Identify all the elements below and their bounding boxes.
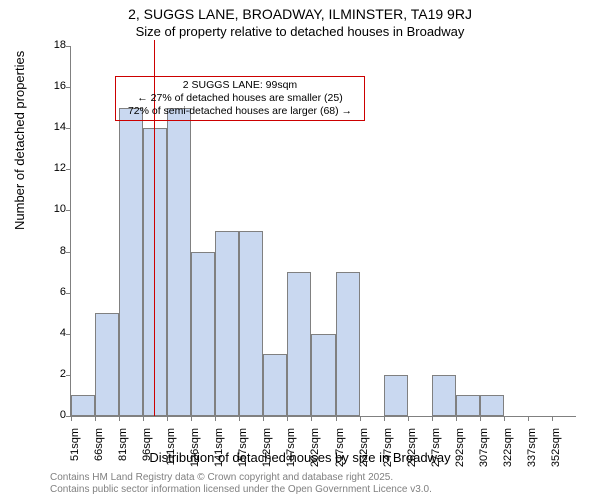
x-tick-mark bbox=[191, 416, 192, 421]
x-tick-mark bbox=[95, 416, 96, 421]
annotation-box: 2 SUGGS LANE: 99sqm← 27% of detached hou… bbox=[115, 76, 365, 121]
y-axis-label: Number of detached properties bbox=[12, 51, 27, 230]
chart-container: 2, SUGGS LANE, BROADWAY, ILMINSTER, TA19… bbox=[0, 0, 600, 500]
footer-line-1: Contains HM Land Registry data © Crown c… bbox=[50, 472, 432, 484]
histogram-bar bbox=[263, 354, 287, 416]
y-tick-mark bbox=[66, 375, 71, 376]
y-tick-label: 4 bbox=[36, 327, 66, 339]
x-tick-mark bbox=[456, 416, 457, 421]
x-tick-mark bbox=[263, 416, 264, 421]
x-tick-mark bbox=[143, 416, 144, 421]
x-tick-mark bbox=[360, 416, 361, 421]
y-tick-mark bbox=[66, 169, 71, 170]
y-tick-mark bbox=[66, 252, 71, 253]
histogram-bar bbox=[239, 231, 263, 416]
chart-title-1: 2, SUGGS LANE, BROADWAY, ILMINSTER, TA19… bbox=[0, 6, 600, 22]
x-tick-mark bbox=[528, 416, 529, 421]
x-tick-mark bbox=[287, 416, 288, 421]
x-tick-mark bbox=[336, 416, 337, 421]
histogram-bar bbox=[480, 395, 504, 416]
y-tick-label: 14 bbox=[36, 121, 66, 133]
x-axis-label: Distribution of detached houses by size … bbox=[0, 450, 600, 465]
y-tick-mark bbox=[66, 128, 71, 129]
y-tick-label: 18 bbox=[36, 39, 66, 51]
annotation-line-2: ← 27% of detached houses are smaller (25… bbox=[120, 92, 360, 105]
x-tick-mark bbox=[239, 416, 240, 421]
histogram-bar bbox=[215, 231, 239, 416]
x-tick-mark bbox=[119, 416, 120, 421]
histogram-bar bbox=[71, 395, 95, 416]
histogram-bar bbox=[167, 108, 191, 416]
histogram-bar bbox=[119, 108, 143, 416]
y-tick-mark bbox=[66, 293, 71, 294]
x-tick-mark bbox=[504, 416, 505, 421]
y-tick-label: 0 bbox=[36, 409, 66, 421]
x-tick-mark bbox=[71, 416, 72, 421]
plot-area: 02468101214161851sqm66sqm81sqm96sqm111sq… bbox=[70, 46, 576, 417]
y-tick-label: 10 bbox=[36, 203, 66, 215]
histogram-bar bbox=[191, 252, 215, 416]
annotation-line-3: 72% of semi-detached houses are larger (… bbox=[120, 105, 360, 118]
footer-attribution: Contains HM Land Registry data © Crown c… bbox=[50, 472, 432, 496]
x-tick-mark bbox=[384, 416, 385, 421]
x-tick-mark bbox=[215, 416, 216, 421]
histogram-bar bbox=[287, 272, 311, 416]
histogram-bar bbox=[311, 334, 335, 416]
histogram-bar bbox=[456, 395, 480, 416]
histogram-bar bbox=[384, 375, 408, 416]
y-tick-label: 2 bbox=[36, 368, 66, 380]
footer-line-2: Contains public sector information licen… bbox=[50, 484, 432, 496]
annotation-line-1: 2 SUGGS LANE: 99sqm bbox=[120, 79, 360, 92]
y-tick-mark bbox=[66, 46, 71, 47]
y-tick-mark bbox=[66, 210, 71, 211]
y-tick-mark bbox=[66, 87, 71, 88]
histogram-bar bbox=[95, 313, 119, 416]
x-tick-mark bbox=[552, 416, 553, 421]
y-tick-label: 8 bbox=[36, 245, 66, 257]
histogram-bar bbox=[432, 375, 456, 416]
y-tick-label: 12 bbox=[36, 162, 66, 174]
y-tick-label: 16 bbox=[36, 80, 66, 92]
x-tick-mark bbox=[432, 416, 433, 421]
x-tick-mark bbox=[167, 416, 168, 421]
x-tick-mark bbox=[408, 416, 409, 421]
x-tick-mark bbox=[480, 416, 481, 421]
chart-title-2: Size of property relative to detached ho… bbox=[0, 24, 600, 39]
x-tick-mark bbox=[311, 416, 312, 421]
histogram-bar bbox=[336, 272, 360, 416]
y-tick-mark bbox=[66, 334, 71, 335]
y-tick-label: 6 bbox=[36, 286, 66, 298]
